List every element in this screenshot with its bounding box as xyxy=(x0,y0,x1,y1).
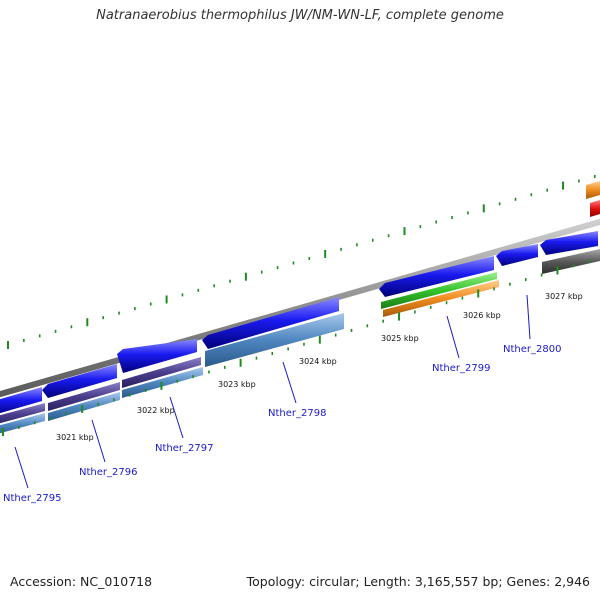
kbp-label: 3023 kbp xyxy=(218,380,256,389)
genome-title: Natranaerobius thermophilus JW/NM-WN-LF,… xyxy=(96,8,504,23)
blast-band-purple-3 xyxy=(122,357,201,388)
cds-arrow-nther-2797 xyxy=(117,339,197,373)
leader-line-nther-2795 xyxy=(14,446,29,489)
leader-line-nther-2796 xyxy=(91,419,106,463)
blast-band-purple-2 xyxy=(48,382,120,411)
blast-hit-track xyxy=(0,181,600,434)
cds-arrow-nther-2796 xyxy=(42,364,117,398)
kbp-label: 3021 kbp xyxy=(56,433,94,442)
gene-label-nther-2798: Nther_2798 xyxy=(268,408,326,419)
cds-arrow-nther-2800-b xyxy=(540,231,598,255)
gene-label-nther-2799: Nther_2799 xyxy=(432,363,490,374)
blast-band-orange-1 xyxy=(383,280,499,317)
genome-summary-text: Topology: circular; Length: 3,165,557 bp… xyxy=(246,574,590,589)
gene-labels: Nther_2795 Nther_2796 Nther_2797 Nther_2… xyxy=(3,344,561,504)
kbp-label: 3025 kbp xyxy=(381,334,419,343)
gene-label-nther-2795: Nther_2795 xyxy=(3,493,61,504)
leader-line-nther-2798 xyxy=(282,361,297,404)
kbp-label: 3022 kbp xyxy=(137,406,175,415)
gene-label-leaders xyxy=(14,294,531,489)
cds-arrow-nther-2800-a xyxy=(496,244,538,266)
kbp-label: 3024 kbp xyxy=(299,357,337,366)
gene-label-nther-2800: Nther_2800 xyxy=(503,344,561,355)
blast-band-purple-1 xyxy=(0,403,45,424)
tick-track-upper xyxy=(7,174,596,349)
cds-arrow-nther-2799 xyxy=(379,256,494,297)
cds-arrow-nther-2795 xyxy=(0,387,42,414)
tick-track-lower xyxy=(2,259,590,436)
blast-band-green xyxy=(381,272,497,309)
genome-backbone xyxy=(0,218,600,398)
blast-band-steel-3 xyxy=(122,367,203,398)
blast-band-steel-1 xyxy=(0,413,45,434)
blast-band-steel-4 xyxy=(205,313,344,367)
blast-band-orange-2 xyxy=(586,181,600,199)
leader-line-nther-2799 xyxy=(446,315,460,359)
gene-label-nther-2797: Nther_2797 xyxy=(155,443,213,454)
leader-line-nther-2800 xyxy=(526,294,531,340)
cds-track xyxy=(0,231,598,414)
kbp-label: 3026 kbp xyxy=(463,311,501,320)
kbp-labels: 3021 kbp 3022 kbp 3023 kbp 3024 kbp 3025… xyxy=(56,292,583,442)
blast-band-red xyxy=(590,200,600,217)
accession-text: Accession: NC_010718 xyxy=(10,574,153,589)
cds-arrow-nther-2798 xyxy=(202,297,339,349)
gene-label-nther-2796: Nther_2796 xyxy=(79,467,137,478)
leader-line-nther-2797 xyxy=(169,396,184,439)
kbp-label: 3027 kbp xyxy=(545,292,583,301)
